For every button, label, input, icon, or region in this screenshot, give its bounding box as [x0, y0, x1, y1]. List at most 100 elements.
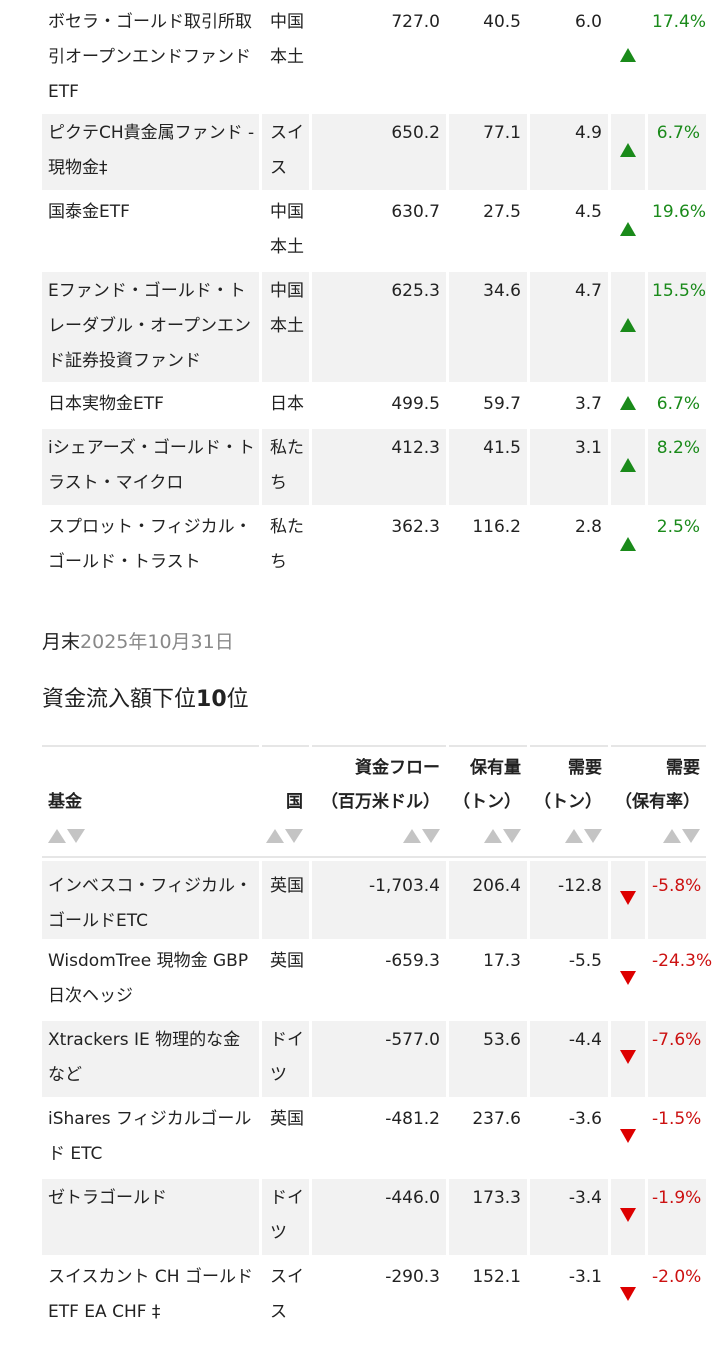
demand-value: -12.8 [530, 861, 608, 939]
holdings-value: 77.1 [449, 114, 527, 190]
sort-icon[interactable] [403, 824, 440, 848]
demand-pct: -24.3% [652, 951, 713, 971]
triangle-down-icon [611, 1100, 645, 1176]
country: 私たち [270, 517, 304, 572]
section-title-text: 資金流入額下位 [42, 687, 197, 712]
flow-value: 650.2 [312, 114, 446, 190]
table-row: 日本実物金ETF 日本 499.5 59.7 3.7 6.7% [42, 385, 706, 426]
fund-name: 国泰金ETF [48, 202, 130, 222]
triangle-up-icon [611, 508, 645, 584]
sort-icon[interactable] [48, 824, 85, 848]
country: スイス [270, 1267, 304, 1322]
fund-name: Xtrackers IE 物理的な金など [42, 1021, 259, 1097]
flow-value: 630.7 [391, 202, 440, 222]
header-flow-label: 資金フロー [355, 758, 440, 778]
fund-name: iShares フィジカルゴールド ETC [48, 1109, 252, 1164]
triangle-down-icon [611, 1258, 645, 1334]
demand-value: -3.1 [568, 1267, 602, 1287]
flow-value: -577.0 [312, 1021, 446, 1097]
country: スイス [262, 114, 309, 190]
fund-name: ボセラ・ゴールド取引所取引オープンエンドファンドETF [48, 12, 252, 102]
section-title-number: 10 [196, 687, 227, 712]
demand-pct: -1.9% [648, 1179, 706, 1255]
demand-pct: 19.6% [652, 202, 707, 222]
triangle-down-icon [611, 942, 645, 1018]
column-header-fund[interactable]: 基金 [42, 745, 259, 853]
fund-name: スイスカント CH ゴールド ETF EA CHF ‡ [48, 1267, 253, 1322]
header-flow-unit: （百万米ドル） [321, 792, 440, 812]
section-title: 資金流入額下位10位 [42, 683, 249, 717]
flow-value: -446.0 [312, 1179, 446, 1255]
column-header-demand-pct[interactable]: 需要 （保有率） [611, 745, 706, 853]
country: 私たち [262, 429, 309, 505]
column-header-holdings[interactable]: 保有量 （トン） [449, 745, 527, 853]
table-row: iシェアーズ・ゴールド・トラスト・マイクロ 私たち 412.3 41.5 3.1… [42, 429, 706, 505]
fund-name: 日本実物金ETF [48, 394, 164, 414]
demand-pct: -5.8% [648, 861, 706, 939]
flow-value: 727.0 [391, 12, 440, 32]
table-row: WisdomTree 現物金 GBP 日次ヘッジ 英国 -659.3 17.3 … [42, 942, 713, 1018]
country: 中国本土 [270, 12, 304, 67]
demand-pct: 8.2% [648, 429, 706, 505]
country: 中国本土 [270, 202, 304, 257]
flow-value: 412.3 [312, 429, 446, 505]
table-row: 国泰金ETF 中国本土 630.7 27.5 4.5 19.6% [42, 193, 706, 269]
fund-name: WisdomTree 現物金 GBP 日次ヘッジ [48, 951, 249, 1006]
fund-name: ピクテCH貴金属ファンド - 現物金‡ [42, 114, 259, 190]
header-country-label: 国 [286, 792, 303, 812]
country: 中国本土 [262, 272, 309, 382]
column-header-flow[interactable]: 資金フロー （百万米ドル） [312, 745, 446, 853]
triangle-up-icon [611, 3, 645, 111]
flow-value: 362.3 [391, 517, 440, 537]
demand-value: -5.5 [568, 951, 602, 971]
header-demand-pct-unit: （保有率） [615, 792, 700, 812]
date-prefix: 月末 [42, 631, 81, 653]
demand-pct: 17.4% [652, 12, 707, 32]
triangle-up-icon [611, 193, 645, 269]
sort-icon[interactable] [565, 824, 602, 848]
flow-value: -481.2 [385, 1109, 440, 1129]
demand-pct: 6.7% [656, 394, 700, 414]
demand-pct: -1.5% [652, 1109, 702, 1129]
holdings-value: 34.6 [449, 272, 527, 382]
top-inflows-table: ボセラ・ゴールド取引所取引オープンエンドファンドETF 中国本土 727.0 4… [39, 0, 709, 587]
header-demand-unit: （トン） [534, 792, 602, 812]
flow-value: 625.3 [312, 272, 446, 382]
demand-value: 3.7 [574, 394, 602, 414]
demand-value: -3.4 [530, 1179, 608, 1255]
country: ドイツ [262, 1179, 309, 1255]
month-end-date: 月末2025年10月31日 [42, 627, 234, 657]
column-header-country[interactable]: 国 [262, 745, 309, 853]
demand-pct: 6.7% [648, 114, 706, 190]
holdings-value: 173.3 [449, 1179, 527, 1255]
triangle-up-icon [611, 385, 645, 426]
demand-value: 4.9 [530, 114, 608, 190]
sort-icon[interactable] [266, 824, 303, 848]
date-value: 2025年10月31日 [80, 631, 234, 653]
table-row: インベスコ・フィジカル・ゴールドETC 英国 -1,703.4 206.4 -1… [42, 861, 706, 939]
country: 英国 [262, 861, 309, 939]
demand-pct: 2.5% [656, 517, 700, 537]
holdings-value: 17.3 [483, 951, 521, 971]
header-holdings-unit: （トン） [453, 792, 521, 812]
triangle-down-icon [611, 1021, 645, 1097]
country: 英国 [270, 951, 304, 971]
table-row: Xtrackers IE 物理的な金など ドイツ -577.0 53.6 -4.… [42, 1021, 706, 1097]
holdings-value: 41.5 [449, 429, 527, 505]
sort-icon[interactable] [663, 824, 700, 848]
demand-value: 2.8 [574, 517, 602, 537]
column-header-demand[interactable]: 需要 （トン） [530, 745, 608, 853]
sort-icon[interactable] [484, 824, 521, 848]
country: ドイツ [262, 1021, 309, 1097]
fund-name: iシェアーズ・ゴールド・トラスト・マイクロ [42, 429, 259, 505]
table-row: スイスカント CH ゴールド ETF EA CHF ‡ スイス -290.3 1… [42, 1258, 706, 1334]
section-title-suffix: 位 [226, 687, 249, 712]
demand-value: -3.6 [568, 1109, 602, 1129]
demand-value: 6.0 [574, 12, 602, 32]
holdings-value: 206.4 [449, 861, 527, 939]
demand-pct: 15.5% [648, 272, 706, 382]
fund-name: ゼトラゴールド [42, 1179, 259, 1255]
flow-value: -659.3 [385, 951, 440, 971]
header-fund-label: 基金 [48, 792, 82, 812]
flow-value: -1,703.4 [312, 861, 446, 939]
